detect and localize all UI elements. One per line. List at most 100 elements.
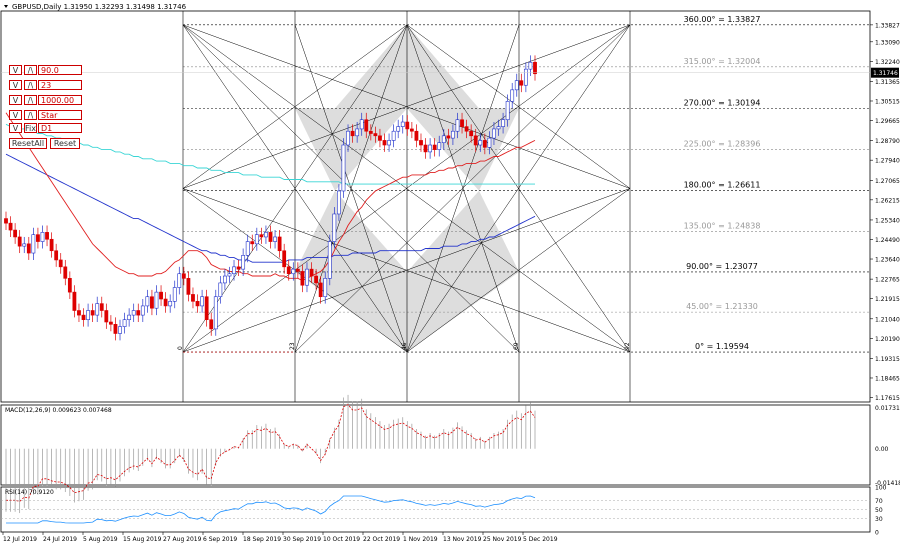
- candle-body: [40, 232, 45, 242]
- candle-body: [505, 101, 510, 121]
- candle-body: [359, 119, 364, 130]
- candle-body: [36, 234, 40, 242]
- candle-body: [108, 321, 113, 325]
- candle-body: [337, 190, 341, 215]
- candle-body: [250, 241, 255, 245]
- parameter-field-1[interactable]: 23: [38, 80, 82, 90]
- candle-body: [58, 259, 63, 268]
- candle-body: [163, 298, 168, 307]
- y-tick-label: 1.28790: [875, 138, 900, 145]
- y-tick-label: 1.17615: [875, 395, 900, 402]
- candle-body: [273, 236, 277, 242]
- candle-body: [469, 130, 474, 137]
- fix-button[interactable]: Fix: [24, 123, 37, 133]
- candle-body: [181, 273, 186, 279]
- y-tick-label: 1.29665: [875, 118, 900, 125]
- candle-body: [441, 135, 446, 144]
- x-tick-label: 5 Dec 2019: [523, 536, 558, 543]
- candle-body: [195, 301, 200, 307]
- main-panel-border: [0, 10, 871, 403]
- candle-body: [346, 130, 350, 146]
- y-tick-label: 1.19315: [875, 356, 900, 363]
- y-tick-label: 1.20190: [875, 336, 900, 343]
- candle-body: [49, 238, 54, 252]
- decrement-button-4[interactable]: V: [9, 123, 22, 133]
- candle-body: [118, 326, 122, 334]
- candle-body: [200, 296, 204, 307]
- candle-body: [523, 68, 528, 86]
- candle-body: [154, 291, 159, 309]
- x-tick-label: 1 Nov 2019: [403, 536, 438, 543]
- reset-button[interactable]: Reset: [50, 138, 80, 149]
- macd-signal-line: [6, 404, 536, 502]
- candle-body: [355, 128, 360, 137]
- parameter-field-2[interactable]: 1000.00: [38, 95, 82, 105]
- candle-body: [314, 275, 319, 284]
- gann-time-label: 92: [624, 342, 631, 350]
- candle-body: [26, 243, 31, 254]
- macd-panel-border: [0, 404, 871, 486]
- dropdown-icon: [4, 5, 8, 8]
- candle-body: [437, 142, 442, 150]
- candle-body: [236, 266, 241, 270]
- parameter-field-0[interactable]: 90.0: [38, 65, 82, 75]
- y-tick-label: 1.27065: [875, 178, 900, 185]
- increment-button-2[interactable]: /\: [24, 95, 37, 105]
- y-tick-label: 1.24490: [875, 237, 900, 244]
- candle-body: [332, 213, 337, 242]
- candle-body: [90, 310, 95, 316]
- candle-body: [145, 296, 150, 307]
- candle-body: [364, 119, 369, 132]
- candle-body: [245, 241, 250, 256]
- increment-button-0[interactable]: /\: [24, 65, 37, 75]
- decrement-button-0[interactable]: V: [9, 65, 22, 75]
- decrement-button-2[interactable]: V: [9, 95, 22, 105]
- gann-level-label: 270.00° = 1.30194: [684, 98, 761, 107]
- candle-body: [446, 135, 451, 139]
- candle-body: [54, 250, 59, 261]
- x-tick-label: 15 Aug 2019: [123, 536, 162, 543]
- candle-body: [282, 250, 287, 268]
- candle-body: [510, 89, 515, 102]
- rsi-tick-label: 30: [875, 516, 883, 523]
- chart-header-label: GBPUSD,Daily 1.31950 1.32293 1.31498 1.3…: [12, 3, 187, 11]
- gann-ray: [182, 188, 631, 353]
- gann-level-label: 135.00° = 1.24838: [684, 221, 761, 230]
- candle-body: [519, 80, 524, 86]
- x-tick-label: 12 Jul 2019: [3, 536, 37, 543]
- increment-button-3[interactable]: /\: [24, 110, 37, 120]
- y-tick-label: 1.32240: [875, 59, 900, 66]
- candle-body: [104, 310, 109, 323]
- candle-body: [414, 130, 419, 141]
- candle-body: [528, 61, 533, 70]
- reset-all-button[interactable]: ResetAll: [9, 138, 47, 149]
- decrement-button-1[interactable]: V: [9, 80, 22, 90]
- y-tick-label: 1.21915: [875, 296, 900, 303]
- current-price-label: 1.31746: [873, 70, 898, 77]
- gann-level-label: 90.00° = 1.23077: [686, 262, 758, 271]
- candle-body: [432, 144, 437, 150]
- rsi-line: [6, 495, 536, 524]
- increment-button-1[interactable]: /\: [24, 80, 37, 90]
- candle-body: [113, 324, 118, 334]
- candle-body: [254, 234, 259, 245]
- gann-level-label: 180.00° = 1.26611: [684, 181, 761, 190]
- candle-body: [350, 130, 355, 137]
- gann-time-label: 23: [289, 342, 296, 350]
- candle-body: [17, 236, 22, 247]
- gann-level-label: 225.00° = 1.28396: [684, 140, 761, 149]
- candle-body: [341, 144, 346, 192]
- gann-time-label: 69: [513, 342, 520, 350]
- gann-ray: [406, 24, 631, 189]
- candle-body: [140, 305, 145, 316]
- gann-ray: [294, 24, 631, 353]
- decrement-button-3[interactable]: V: [9, 110, 22, 120]
- parameter-field-3[interactable]: Star: [38, 110, 82, 120]
- candle-body: [122, 319, 127, 327]
- candle-body: [136, 310, 141, 316]
- candle-body: [478, 140, 483, 146]
- parameter-field-4[interactable]: D1: [38, 123, 82, 133]
- candle-body: [473, 135, 478, 146]
